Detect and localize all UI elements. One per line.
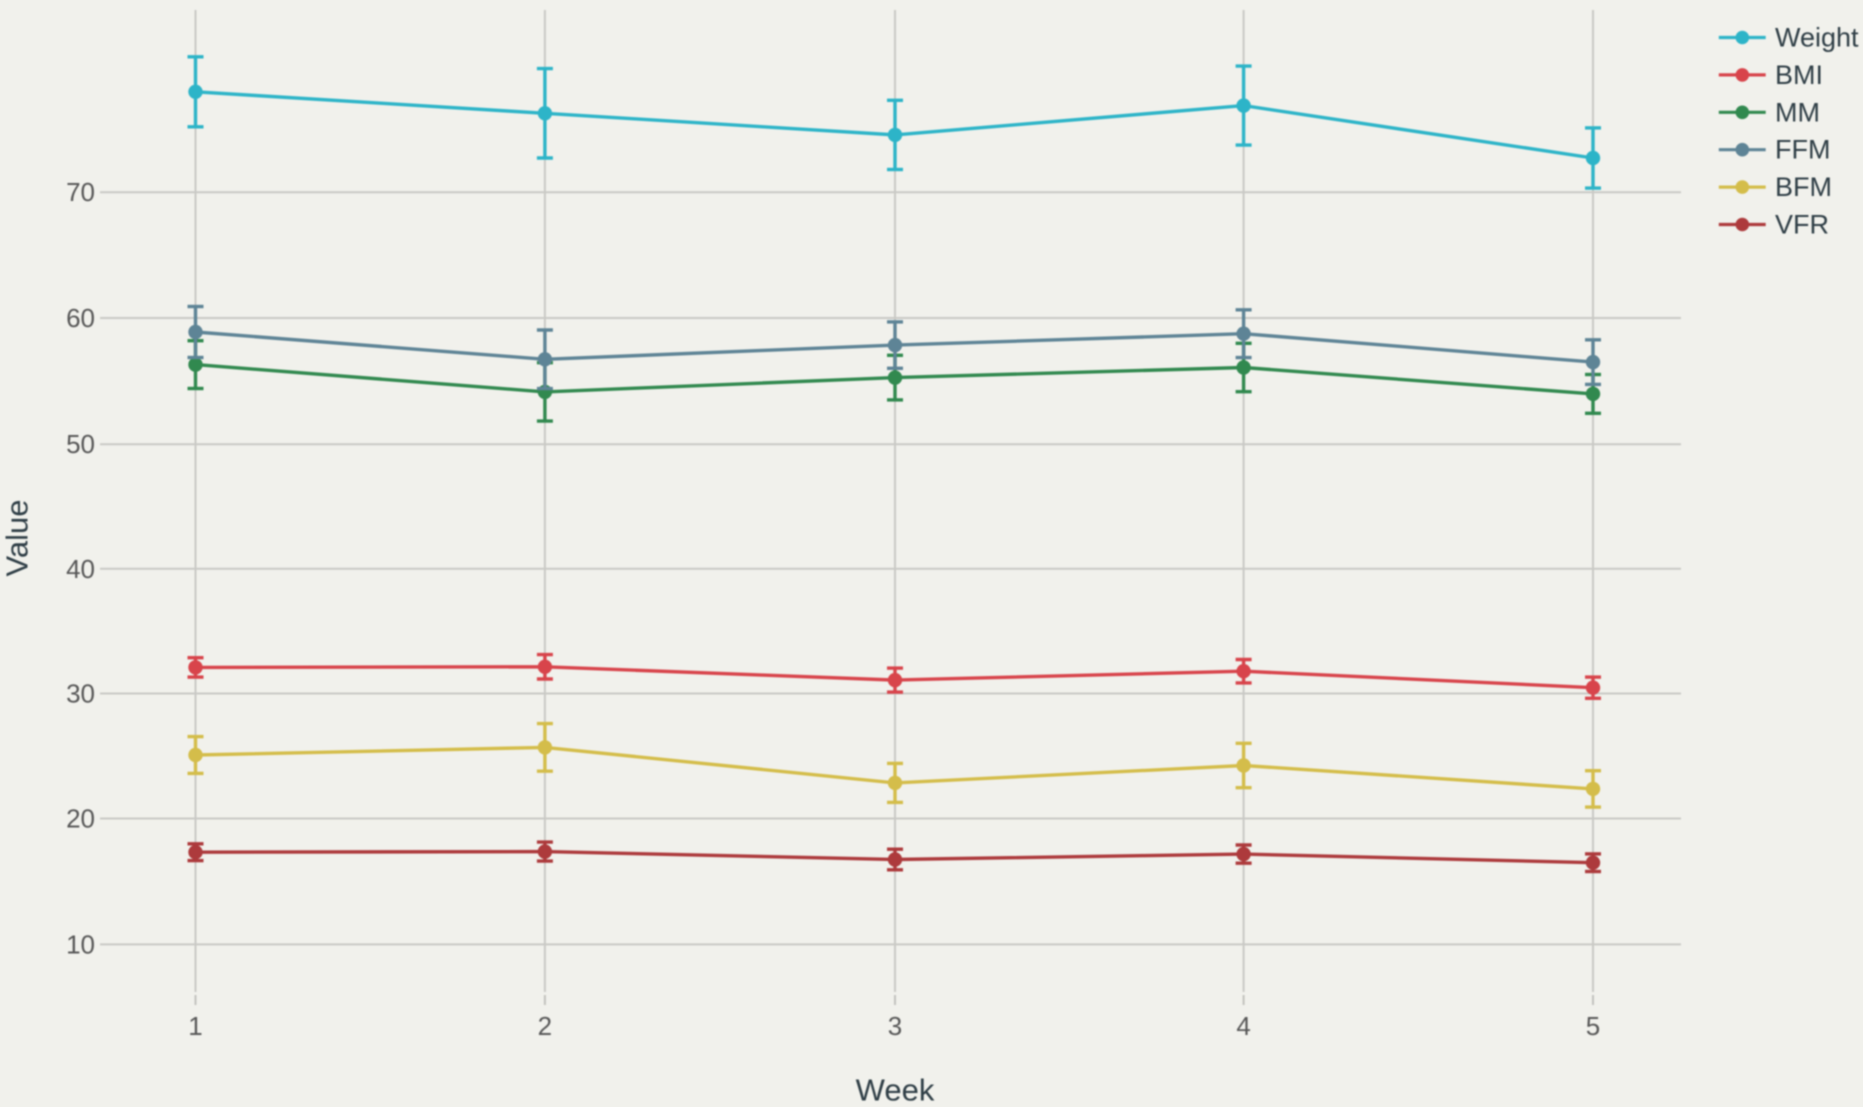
svg-text:VFR: VFR: [1775, 210, 1829, 240]
svg-text:BFM: BFM: [1775, 172, 1832, 202]
svg-text:40: 40: [66, 554, 95, 584]
svg-text:2: 2: [538, 1011, 552, 1041]
svg-text:FFM: FFM: [1775, 135, 1830, 165]
svg-text:Weight: Weight: [1775, 23, 1859, 53]
svg-text:MM: MM: [1775, 97, 1820, 127]
svg-text:1: 1: [188, 1011, 202, 1041]
svg-text:BMI: BMI: [1775, 60, 1823, 90]
svg-text:50: 50: [66, 429, 95, 459]
svg-text:5: 5: [1586, 1011, 1600, 1041]
svg-text:3: 3: [888, 1011, 902, 1041]
svg-text:70: 70: [66, 177, 95, 207]
svg-text:60: 60: [66, 303, 95, 333]
svg-text:10: 10: [66, 929, 95, 959]
svg-text:20: 20: [66, 804, 95, 834]
svg-text:30: 30: [66, 679, 95, 709]
svg-text:4: 4: [1236, 1011, 1250, 1041]
svg-text:Week: Week: [856, 1073, 935, 1107]
svg-text:Value: Value: [0, 500, 35, 577]
